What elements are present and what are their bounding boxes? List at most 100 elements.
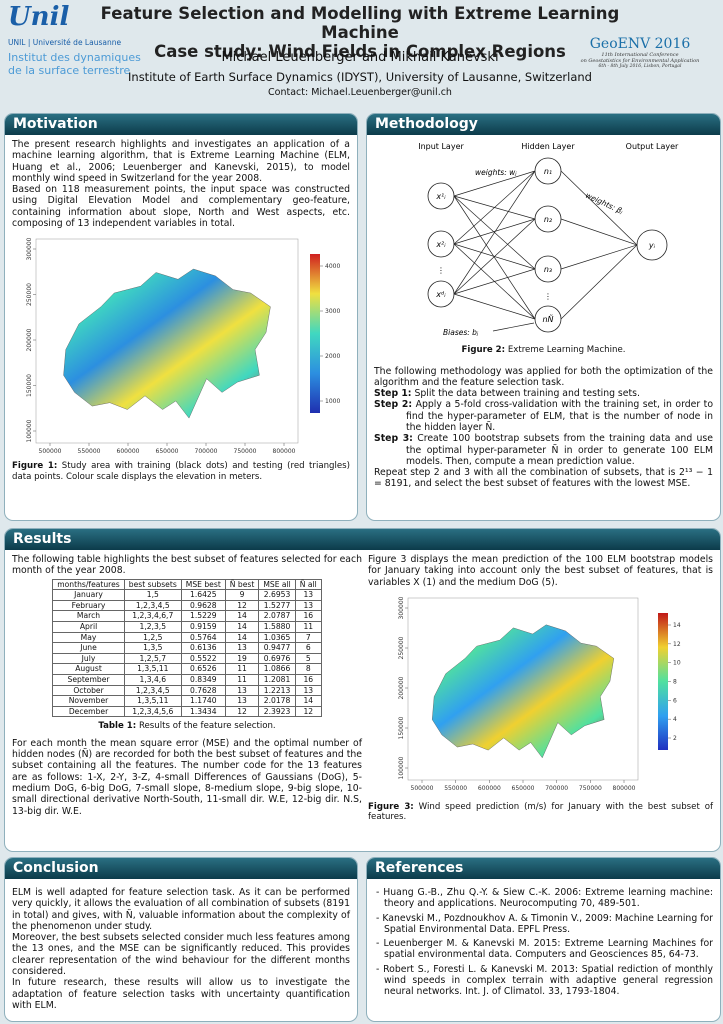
table-cell: 19: [224, 652, 260, 665]
colorbar-tick-label: 2000: [325, 353, 340, 360]
table-cell: 0.5522: [180, 652, 226, 665]
table-cell: March: [52, 610, 125, 622]
x-tick-label: 500000: [411, 785, 434, 792]
table-cell: June: [52, 642, 125, 654]
elevation-map: 500000 550000 600000 650000 700000 750000 8000…: [26, 238, 340, 456]
table-row: July 1,2,5,7 0.5522 19 0.6976 5: [52, 652, 322, 665]
table-cell: 12: [294, 705, 322, 718]
table-cell: 0.9159: [180, 620, 226, 633]
colorbar-tick-label: 3000: [325, 308, 340, 315]
table-cell: 14: [224, 620, 260, 633]
table-cell: 0.9628: [180, 599, 226, 612]
conference-line: on Geostatistics for Environmental Appli…: [580, 58, 700, 64]
elm-diagram: Input Layer Hidden Layer Output Layer x¹ᵢ x²…: [418, 142, 679, 337]
table-cell: 9: [224, 589, 260, 601]
table-cell: 1.0365: [258, 631, 296, 644]
table-header-cell: Ñ all: [294, 578, 322, 591]
table-cell: 1,2,3,5: [123, 620, 182, 633]
references-body: - Huang G.-B., Zhu Q.-Y. & Siew C.-K. 20…: [367, 879, 720, 1005]
colorbar: [310, 254, 320, 414]
table-header-cell: months/features: [52, 578, 125, 591]
table-cell: 0.6136: [180, 642, 226, 654]
table-cell: 1.1740: [180, 695, 226, 707]
table-cell: 0.6526: [180, 663, 226, 675]
reference: - Robert S., Foresti L. & Kanevski M. 20…: [376, 963, 713, 998]
table-cell: 2.3923: [258, 705, 296, 718]
edge: [453, 218, 536, 245]
table-cell: April: [52, 620, 125, 633]
y-tick-label: 200000: [398, 676, 405, 699]
table-row: October 1,2,3,4,5 0.7628 13 1.2213 13: [52, 684, 322, 697]
step-text: Create 100 bootstrap subsets from the tr…: [406, 433, 713, 467]
node: [427, 230, 455, 258]
table-cell: 5: [294, 652, 322, 665]
table-cell: 1.2081: [258, 673, 296, 686]
motivation-panel: Motivation The present research highligh…: [4, 113, 358, 521]
reference: - Kanevski M., Pozdnoukhov A. & Timonin …: [376, 912, 714, 935]
table-header-cell: MSE all: [258, 578, 296, 591]
section-heading: Methodology: [367, 114, 720, 135]
node-label: xᵈᵢ: [435, 290, 446, 299]
paragraph: Moreover, the best subsets selected cons…: [12, 932, 350, 978]
caption-label: Figure 3:: [368, 801, 414, 812]
colorbar-tick-label: 1000: [325, 398, 340, 405]
ellipsis: ⋮: [437, 266, 445, 275]
table-cell: 1,5: [123, 589, 182, 601]
colorbar-tick-label: 10: [673, 660, 681, 667]
table-header-cell: Ñ best: [224, 578, 260, 591]
table-cell: 12: [224, 705, 260, 718]
conference-line: 11th International Conference: [601, 52, 679, 58]
x-tick-label: 800000: [613, 785, 636, 792]
node: [427, 182, 455, 210]
layer-label: Input Layer: [418, 142, 464, 151]
y-tick-label: 100000: [26, 420, 33, 443]
table-cell: 1,2,3,4,5: [123, 684, 182, 697]
table-cell: 1,2,3,4,6,7: [123, 610, 182, 622]
table-cell: 1.6425: [180, 589, 226, 601]
reference-text: Huang G.-B., Zhu Q.-Y. & Siew C.-K. 2006…: [383, 887, 713, 910]
table-cell: July: [52, 652, 125, 665]
table-cell: 14: [224, 631, 260, 644]
table-cell: 1,3,5: [123, 642, 182, 654]
y-tick-label: 100000: [398, 756, 405, 779]
edge: [453, 218, 536, 295]
x-tick-label: 800000: [273, 448, 296, 455]
caption-text: Extreme Learning Machine.: [507, 345, 626, 355]
results-table: months/features best subsets MSE best Ñ bes…: [52, 578, 322, 718]
table-cell: 0.9477: [258, 642, 296, 654]
step-label: Step 3:: [374, 433, 413, 445]
motivation-body: The present research highlights and inve…: [5, 135, 357, 486]
edge: [453, 170, 536, 295]
table-row: November 1,3,5,11 1.1740 13 2.0178 14: [52, 695, 322, 707]
table-cell: 0.5764: [180, 631, 226, 644]
references-panel: References - Huang G.-B., Zhu Q.-Y. & Si…: [366, 857, 721, 1022]
reference-text: Kanevski M., Pozdnoukhov A. & Timonin V.…: [382, 912, 714, 935]
title-line: Feature Selection and Modelling with Ext…: [100, 4, 620, 42]
step: Step 3: Create 100 bootstrap subsets fro…: [374, 433, 713, 467]
figure-caption: Figure 1: Study area with training (blac…: [12, 461, 350, 482]
paragraph: In future research, these results will a…: [12, 977, 350, 1011]
step: Step 1: Split the data between training …: [374, 388, 713, 399]
caption-text: Results of the feature selection.: [138, 721, 276, 732]
table-cell: May: [52, 631, 125, 644]
wind-map: 500000 550000 600000 650000 700000 750000 8000…: [398, 596, 681, 792]
edge: [453, 195, 536, 320]
table-cell: October: [52, 684, 125, 697]
node: [427, 280, 455, 308]
table-cell: 7: [294, 631, 322, 644]
y-tick-label: 150000: [398, 716, 405, 739]
table-cell: 11: [224, 673, 260, 686]
paragraph: For each month the mean square error (MS…: [12, 737, 362, 817]
step-text: Split the data between training and test…: [414, 388, 640, 400]
step: Step 2: Apply a 5-fold cross-validation …: [374, 399, 713, 433]
colorbar-tick-label: 12: [673, 641, 681, 648]
node: [534, 157, 562, 185]
edge: [453, 170, 536, 197]
conference: GeoENV 2016 11th International Conferenc…: [560, 36, 720, 70]
step-label: Step 1:: [374, 388, 412, 400]
colorbar-tick-label: 4000: [325, 263, 340, 270]
table-cell: 1.3434: [180, 705, 226, 718]
paragraph: Based on 118 measurement points, the inp…: [12, 184, 350, 230]
node-label: yᵢ: [648, 241, 656, 250]
table-row: September 1,3,4,6 0.8349 11 1.2081 16: [52, 673, 322, 686]
